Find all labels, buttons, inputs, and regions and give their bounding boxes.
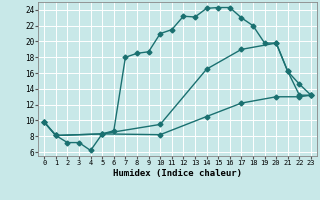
X-axis label: Humidex (Indice chaleur): Humidex (Indice chaleur) <box>113 169 242 178</box>
